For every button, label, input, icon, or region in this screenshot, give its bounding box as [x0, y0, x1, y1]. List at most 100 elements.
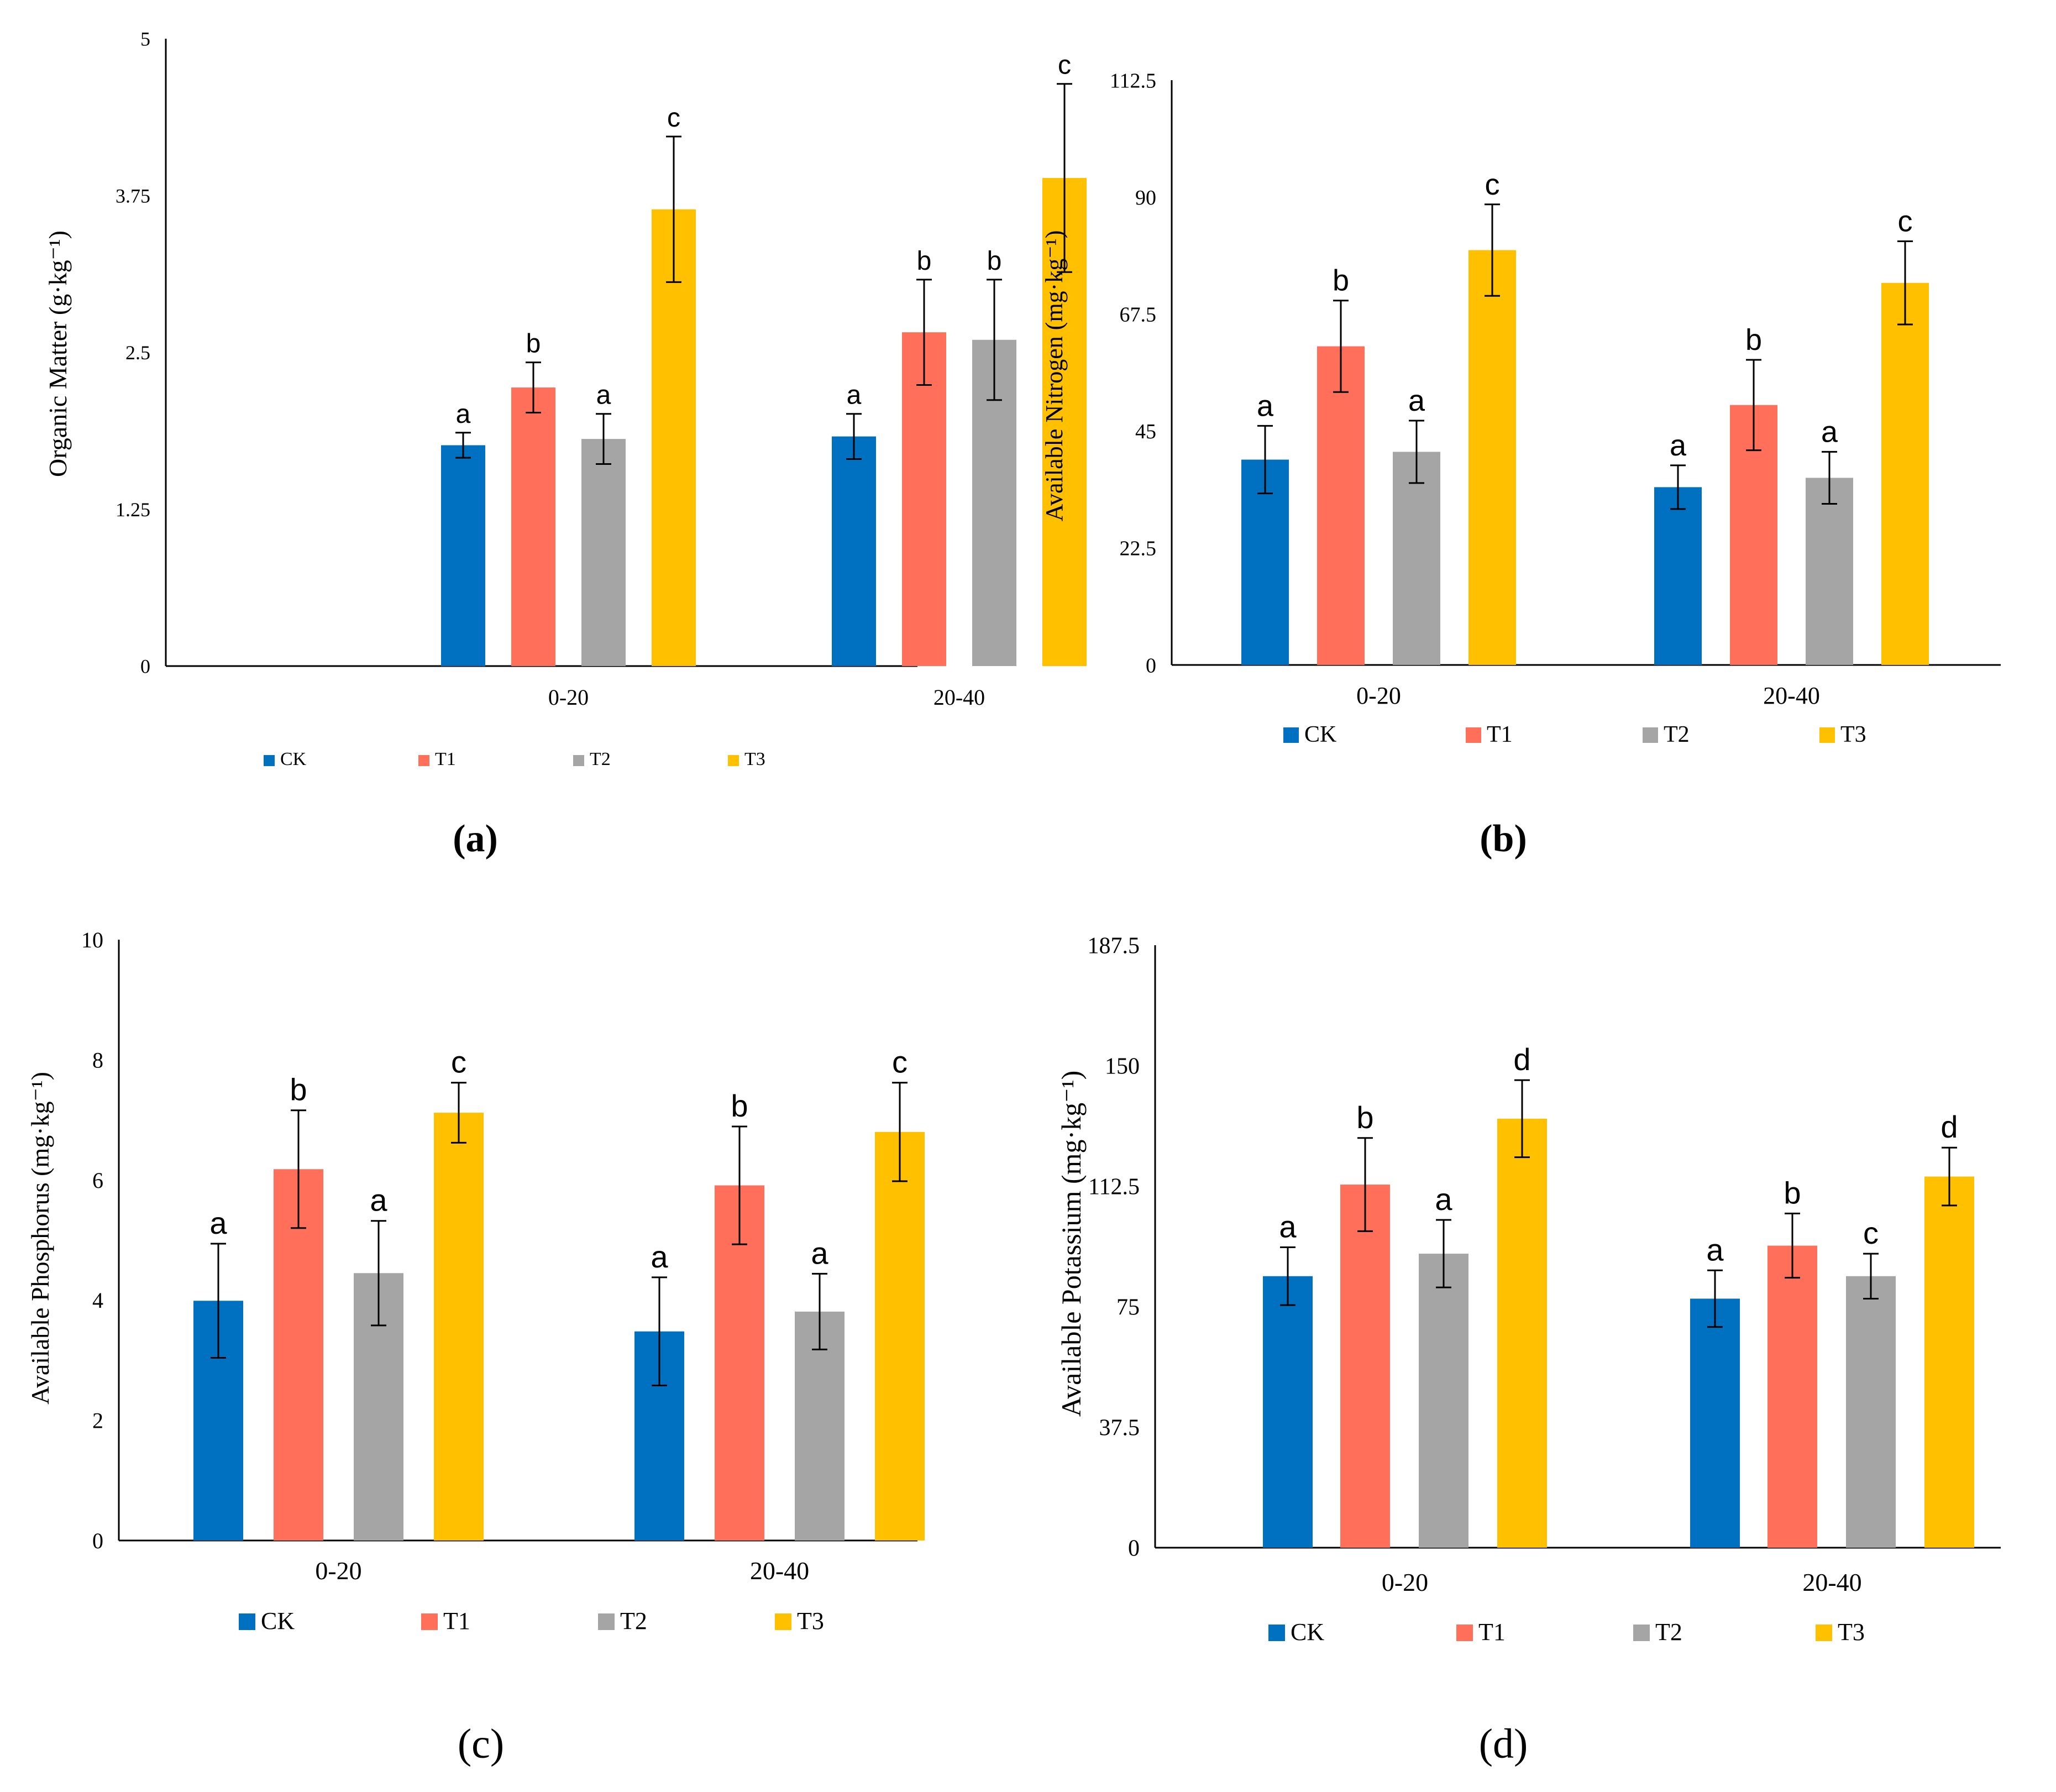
- y-tick-label: 2.5: [125, 342, 150, 364]
- bar-T2-0-20: [1419, 1254, 1468, 1548]
- significance-letter: c: [667, 103, 680, 133]
- legend-swatch-T2: [1633, 1625, 1650, 1641]
- panel-label: (a): [453, 818, 498, 860]
- significance-letter: a: [1821, 415, 1838, 448]
- significance-letter: a: [209, 1206, 227, 1240]
- panel-label: (d): [1479, 1721, 1528, 1767]
- bar-CK-0-20: [1263, 1276, 1313, 1548]
- significance-letter: a: [596, 381, 611, 410]
- significance-letter: d: [1513, 1042, 1530, 1077]
- bar-T3-0-20: [434, 1113, 484, 1541]
- legend-swatch-CK: [239, 1613, 255, 1630]
- bar-T2-0-20: [1393, 452, 1440, 665]
- significance-letter: a: [1670, 429, 1687, 462]
- significance-letter: c: [451, 1045, 466, 1080]
- y-axis-title: Available Potassium (mg·kg⁻¹): [1056, 1071, 1087, 1417]
- significance-letter: b: [290, 1072, 307, 1107]
- legend-label-T3: T3: [1838, 1618, 1865, 1646]
- x-category-label: 0-20: [1382, 1568, 1428, 1596]
- legend-swatch-T1: [1456, 1625, 1473, 1641]
- y-tick-label: 150: [1105, 1054, 1140, 1080]
- significance-letter: c: [892, 1045, 908, 1080]
- legend-label-T3: T3: [797, 1607, 824, 1634]
- chart-b: 0 22.5 45 67.5 90 112.5 Available Nitrogen (mg…: [1041, 69, 2001, 860]
- y-axis-title: Available Phosphorus (mg·kg⁻¹): [26, 1072, 54, 1405]
- y-tick-label: 2: [92, 1408, 103, 1433]
- significance-letter: a: [847, 381, 862, 410]
- significance-letter: b: [917, 247, 932, 276]
- significance-letter: a: [1257, 389, 1274, 422]
- y-tick-label: 45: [1135, 420, 1156, 443]
- significance-letter: b: [1745, 323, 1762, 357]
- significance-letter: c: [1485, 168, 1500, 201]
- bar-CK-0-20: [441, 445, 485, 666]
- y-tick-label: 112.5: [1110, 69, 1156, 92]
- bar-T1-0-20: [1317, 346, 1365, 665]
- y-tick-label: 10: [81, 928, 103, 952]
- x-category-label: 20-40: [750, 1557, 809, 1585]
- significance-letter: a: [1435, 1182, 1452, 1217]
- y-tick-label: 112.5: [1088, 1175, 1140, 1200]
- legend-swatch-T3: [1816, 1625, 1832, 1641]
- bar-T2-20-40: [1806, 478, 1853, 665]
- bar-CK-20-40: [1654, 487, 1702, 665]
- legend-label-T3: T3: [1840, 722, 1866, 747]
- legend-label-T2: T2: [1664, 722, 1690, 747]
- panel-label: (c): [458, 1721, 504, 1767]
- significance-letter: a: [1279, 1209, 1297, 1244]
- x-category-label: 0-20: [548, 685, 589, 710]
- legend-swatch-T2: [573, 755, 584, 766]
- significance-letter: b: [526, 329, 541, 359]
- legend-label-CK: CK: [1291, 1618, 1324, 1646]
- y-tick-label: 3.75: [116, 185, 150, 207]
- bar-T3-0-20: [1468, 250, 1516, 665]
- y-tick-label: 75: [1116, 1295, 1140, 1321]
- y-tick-label: 22.5: [1120, 537, 1157, 560]
- bar-T2-0-20: [581, 439, 626, 666]
- bar-T3-20-40: [1924, 1176, 1974, 1548]
- chart-d: 0 37.5 75 112.5 150 187.5 Available Potassium …: [1056, 934, 2001, 1767]
- legend-label-CK: CK: [280, 749, 307, 769]
- significance-letter: c: [1863, 1215, 1879, 1250]
- bar-T1-20-40: [902, 332, 946, 666]
- legend-swatch-T2: [1643, 727, 1658, 743]
- legend-swatch-T3: [728, 755, 739, 766]
- y-tick-label: 4: [92, 1288, 103, 1313]
- significance-letter: b: [1333, 264, 1349, 297]
- y-tick-label: 90: [1135, 186, 1156, 209]
- legend-label-T3: T3: [744, 749, 765, 769]
- significance-letter: a: [811, 1235, 828, 1270]
- bar-T3-0-20: [1497, 1118, 1547, 1548]
- significance-letter: b: [1356, 1100, 1373, 1135]
- y-tick-label: 1.25: [116, 499, 150, 521]
- bar-T2-20-40: [1846, 1276, 1896, 1548]
- y-axis-title: Organic Matter (g·kg⁻¹): [44, 230, 72, 477]
- bar-T1-0-20: [274, 1169, 323, 1541]
- significance-letter: c: [1058, 51, 1071, 80]
- y-tick-label: 0: [92, 1528, 103, 1553]
- legend-label-T2: T2: [620, 1607, 647, 1634]
- significance-letter: a: [1706, 1232, 1724, 1267]
- y-tick-label: 0: [1128, 1536, 1140, 1562]
- legend-label-T1: T1: [435, 749, 456, 769]
- y-axis-title: Available Nitrogen (mg·kg⁻¹): [1041, 230, 1068, 522]
- legend-swatch-CK: [1283, 727, 1299, 743]
- y-tick-label: 5: [140, 28, 150, 50]
- y-tick-label: 8: [92, 1047, 103, 1072]
- chart-c: 0 2 4 6 8 10 Available Phosphorus (mg·kg⁻¹) a b a…: [26, 928, 925, 1767]
- significance-letter: a: [1408, 384, 1425, 417]
- x-category-label: 20-40: [933, 685, 985, 710]
- legend-swatch-T3: [1819, 727, 1835, 743]
- bar-T1-0-20: [511, 387, 555, 666]
- bar-T3-20-40: [1881, 282, 1929, 666]
- significance-letter: a: [456, 400, 471, 429]
- chart-a: 0 1.25 2.5 3.75 5 Organic Matter (g·kg⁻¹) a b a c…: [44, 28, 1087, 860]
- legend-swatch-CK: [264, 755, 275, 766]
- x-category-label: 20-40: [1802, 1568, 1861, 1596]
- y-tick-label: 6: [92, 1168, 103, 1193]
- legend-swatch-T1: [418, 755, 429, 766]
- legend-label-CK: CK: [1304, 722, 1336, 747]
- bar-T1-20-40: [1767, 1245, 1817, 1548]
- bar-CK-20-40: [832, 436, 876, 666]
